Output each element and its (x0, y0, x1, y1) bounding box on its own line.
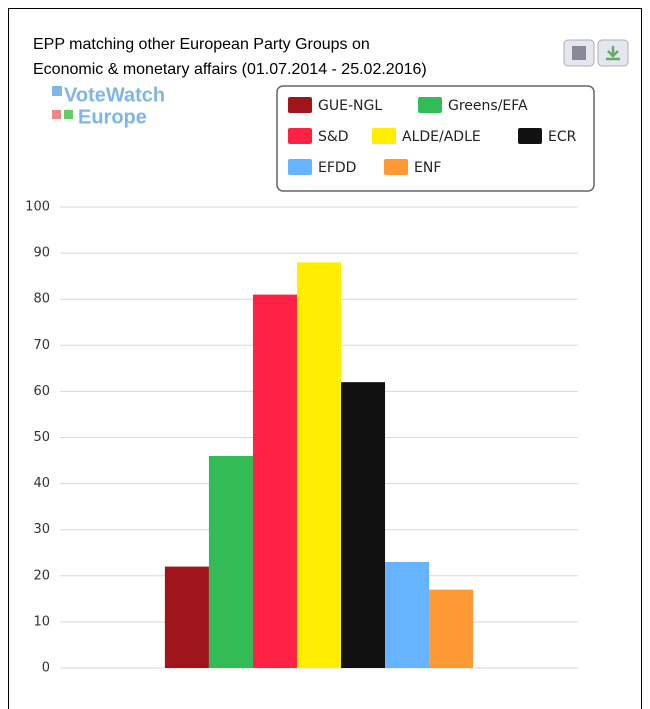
legend-swatch (418, 97, 442, 113)
bar (296, 262, 342, 668)
legend-label: ECR (548, 129, 577, 145)
y-tick-label: 80 (33, 292, 50, 307)
logo-icon (52, 86, 62, 96)
logo-icon (52, 110, 61, 119)
y-tick-label: 30 (33, 522, 50, 537)
print-icon (572, 46, 586, 60)
bar (341, 382, 386, 668)
y-tick-label: 0 (42, 661, 50, 676)
y-tick-label: 40 (33, 476, 50, 491)
y-tick-label: 10 (33, 614, 50, 629)
y-tick-label: 20 (33, 568, 50, 583)
y-tick-label: 90 (33, 246, 50, 261)
legend-label: ENF (414, 160, 441, 176)
chart-title: EPP matching other European Party Groups… (33, 36, 370, 53)
y-tick-label: 100 (25, 200, 50, 215)
chart-title: Economic & monetary affairs (01.07.2014 … (33, 61, 427, 78)
legend-swatch (288, 159, 312, 175)
legend-swatch (288, 128, 312, 144)
legend-swatch (518, 128, 542, 144)
y-tick-label: 50 (33, 430, 50, 445)
logo-icon (64, 110, 73, 119)
legend-swatch (372, 128, 396, 144)
legend-label: ALDE/ADLE (402, 129, 481, 145)
legend (276, 85, 595, 192)
download-icon (606, 46, 620, 61)
logo: Europe (78, 106, 147, 128)
legend-label: GUE-NGL (318, 98, 382, 114)
legend-label: Greens/EFA (448, 98, 528, 114)
legend-swatch (288, 97, 312, 113)
legend-label: EFDD (318, 160, 356, 176)
bar (429, 589, 474, 668)
bar (252, 294, 297, 668)
legend-swatch (384, 159, 408, 175)
bar (385, 561, 430, 668)
bar (164, 566, 209, 668)
y-tick-label: 70 (33, 338, 50, 353)
y-tick-label: 60 (33, 384, 50, 399)
logo: VoteWatch (64, 84, 165, 106)
bar (208, 455, 253, 668)
legend-label: S&D (318, 129, 349, 145)
